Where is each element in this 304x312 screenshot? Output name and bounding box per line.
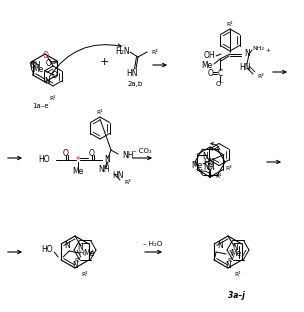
Text: – CO₂: – CO₂	[133, 148, 151, 154]
Text: H: H	[79, 250, 84, 256]
Text: NH₂: NH₂	[252, 46, 264, 51]
Text: H₂N: H₂N	[116, 47, 130, 56]
Text: Me: Me	[230, 250, 241, 259]
Text: HN: HN	[239, 64, 251, 72]
Text: O: O	[43, 51, 49, 60]
Text: N: N	[104, 155, 110, 164]
Text: NH: NH	[122, 150, 133, 159]
Text: R¹: R¹	[82, 271, 88, 276]
Text: N: N	[64, 241, 70, 251]
Text: N: N	[244, 50, 250, 59]
Text: Me: Me	[83, 248, 95, 257]
Text: O: O	[45, 59, 51, 67]
Text: OH: OH	[30, 61, 42, 71]
Text: 2a,b: 2a,b	[127, 81, 143, 87]
Text: +: +	[265, 48, 270, 53]
Text: HO: HO	[42, 246, 53, 255]
Text: +: +	[99, 57, 109, 67]
Text: R¹: R¹	[226, 22, 233, 27]
Text: N: N	[232, 242, 238, 251]
Text: R²: R²	[227, 257, 234, 262]
Text: *: *	[76, 155, 80, 164]
Text: OH: OH	[203, 51, 215, 61]
Text: NH: NH	[203, 163, 215, 172]
Text: 3a–j: 3a–j	[228, 291, 244, 300]
Text: HO: HO	[38, 155, 50, 164]
Text: O: O	[89, 149, 95, 158]
Text: N: N	[72, 261, 78, 270]
Text: R¹: R¹	[97, 110, 103, 115]
Text: R¹: R¹	[235, 271, 241, 276]
Text: R²: R²	[74, 257, 81, 262]
Text: NH: NH	[98, 165, 110, 174]
Text: O: O	[63, 149, 69, 158]
Text: N: N	[217, 241, 223, 251]
Text: N: N	[77, 242, 83, 251]
Text: Me: Me	[32, 66, 43, 75]
Text: C: C	[217, 70, 223, 79]
Text: N: N	[225, 261, 231, 270]
Text: O: O	[51, 71, 57, 80]
Text: – H₂O: – H₂O	[143, 241, 163, 247]
Text: ··: ··	[121, 43, 125, 48]
Text: O: O	[207, 163, 213, 173]
Text: HN: HN	[203, 158, 215, 167]
Text: N: N	[44, 77, 50, 86]
Text: R¹: R¹	[50, 95, 56, 100]
Text: Me: Me	[202, 61, 213, 70]
Text: Me: Me	[72, 168, 84, 177]
Text: R²: R²	[124, 179, 131, 184]
Text: O⁻: O⁻	[216, 81, 225, 87]
Text: O: O	[208, 70, 214, 79]
Text: 1a–e: 1a–e	[32, 103, 48, 109]
Text: N: N	[202, 152, 208, 161]
Text: R¹: R¹	[216, 174, 223, 179]
Text: R²: R²	[151, 50, 158, 55]
Text: R²: R²	[257, 74, 264, 79]
Text: HN: HN	[112, 172, 123, 181]
Text: R²: R²	[225, 166, 232, 171]
Text: Me: Me	[191, 160, 202, 169]
Text: ··: ··	[212, 166, 216, 171]
Text: HN: HN	[126, 70, 138, 79]
